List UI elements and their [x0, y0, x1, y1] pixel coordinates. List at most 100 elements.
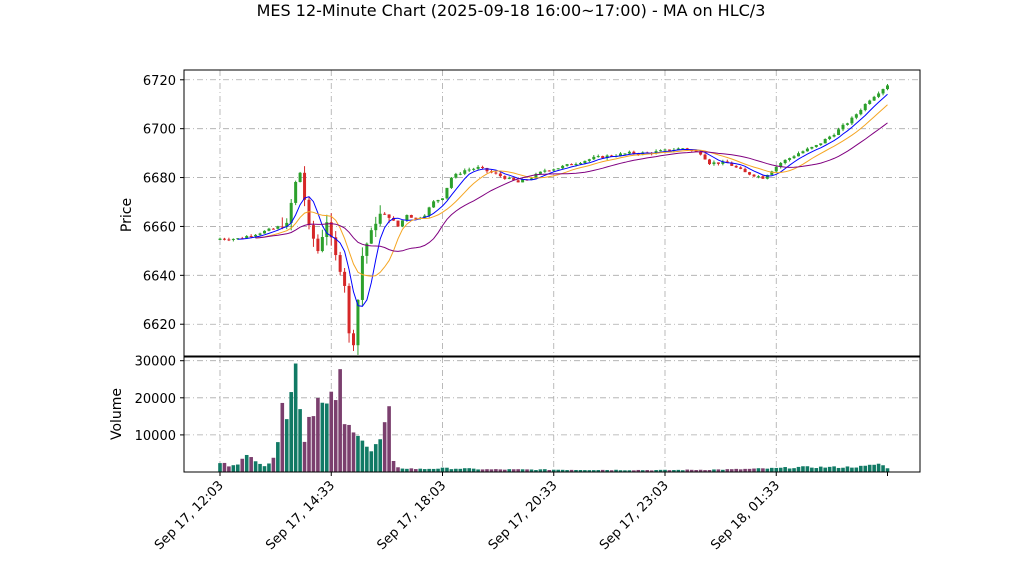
volume-bar — [716, 469, 721, 472]
candle-body — [552, 169, 556, 171]
volume-tick-label: 10000 — [135, 429, 176, 444]
candle-body — [405, 215, 409, 221]
volume-bar — [725, 469, 730, 472]
volume-bar — [592, 470, 596, 472]
volume-bar — [387, 406, 391, 472]
volume-bar — [396, 467, 400, 472]
volume-bar — [467, 468, 471, 472]
candle-body — [570, 164, 574, 166]
volume-bar — [569, 469, 574, 472]
candle-body — [859, 110, 863, 115]
candle-body — [761, 176, 765, 179]
volume-axis-label: Volume — [109, 388, 125, 440]
candle-body — [699, 151, 703, 155]
candle-body — [681, 148, 685, 150]
volume-bar — [609, 470, 614, 472]
moving-average-line — [255, 122, 888, 252]
candle-body — [449, 177, 453, 188]
volume-bar — [503, 469, 507, 472]
volume-bar — [863, 465, 868, 472]
volume-bar — [712, 469, 716, 472]
candle-body — [303, 172, 307, 200]
candle-body — [512, 177, 516, 181]
volume-bar — [249, 457, 253, 472]
volume-bar — [458, 468, 463, 472]
price-panel: 6620 6640 6660 6680 6700 6720 — [143, 69, 921, 357]
volume-bar — [489, 469, 494, 472]
volume-bar — [614, 469, 618, 472]
candle-body — [316, 238, 320, 252]
candle-body — [289, 202, 293, 223]
volume-bar — [681, 470, 685, 472]
volume-bar — [551, 469, 556, 472]
volume-bar — [836, 467, 841, 472]
candle-body — [498, 173, 502, 177]
volume-bar — [823, 467, 827, 472]
volume-bar — [565, 470, 569, 472]
volume-bar — [218, 463, 222, 472]
volume-bar — [302, 441, 307, 472]
candle-body — [743, 168, 747, 173]
volume-bar — [547, 470, 552, 472]
candle-body — [294, 181, 298, 203]
volume-bar — [859, 465, 863, 472]
volume-bar — [365, 446, 369, 472]
volume-bar — [409, 468, 414, 472]
price-tick-label: 6700 — [143, 123, 176, 138]
candle-body — [779, 163, 783, 167]
candle-body — [254, 234, 258, 237]
candle-body — [263, 230, 266, 234]
volume-bar — [814, 468, 819, 472]
volume-bar — [267, 463, 271, 472]
x-tick-label: Sep 17, 23:03 — [597, 478, 672, 553]
volume-bar — [329, 391, 334, 472]
volume-bar — [841, 467, 845, 472]
candle-body — [810, 146, 814, 149]
volume-bar — [756, 468, 761, 472]
candle-body — [338, 255, 342, 272]
volume-bar — [676, 469, 681, 472]
volume-bar — [729, 469, 734, 472]
volume-bar — [440, 467, 445, 472]
candle-body — [320, 236, 324, 252]
volume-bar — [645, 470, 649, 472]
price-tick-label: 6660 — [143, 220, 176, 235]
volume-bar — [498, 469, 503, 472]
volume-bar — [752, 468, 756, 472]
candle-body — [694, 150, 698, 152]
volume-bar — [276, 442, 280, 472]
volume-bar — [872, 464, 876, 472]
candle-body — [423, 215, 427, 218]
volume-bar — [240, 458, 245, 472]
volume-bar — [520, 469, 525, 472]
volume-bar — [801, 466, 805, 472]
x-tick-label: Sep 17, 12:03 — [152, 478, 227, 553]
candle-body — [280, 226, 284, 228]
volume-bar — [850, 467, 854, 472]
volume-bar — [476, 469, 480, 472]
volume-bar — [605, 470, 609, 472]
candle-body — [556, 168, 560, 170]
candle-body — [231, 238, 235, 240]
volume-bar — [672, 470, 676, 472]
volume-bar — [649, 470, 654, 472]
candle-body — [783, 159, 787, 164]
volume-bar — [636, 469, 641, 472]
candle-body — [258, 233, 262, 235]
price-tick-label: 6620 — [143, 318, 176, 333]
candle-body — [659, 150, 663, 152]
candle-body — [285, 222, 289, 227]
volume-bar — [698, 469, 703, 472]
volume-bar — [600, 469, 605, 472]
candle-body — [583, 160, 587, 164]
volume-bar — [373, 444, 378, 472]
candle-body — [467, 169, 471, 171]
candle-body — [610, 155, 614, 157]
volume-bar — [747, 468, 752, 472]
candle-body — [752, 174, 756, 177]
candle-body — [592, 156, 596, 160]
chart-title: MES 12-Minute Chart (2025-09-18 16:00~17… — [257, 1, 766, 20]
volume-panel: 10000 20000 30000 — [135, 355, 921, 473]
candle-body — [352, 333, 355, 346]
candle-body — [627, 151, 631, 154]
